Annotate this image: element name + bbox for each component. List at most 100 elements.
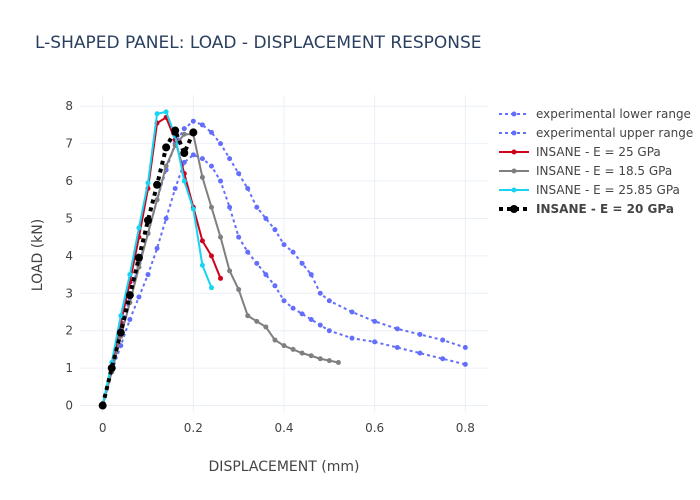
series-1-point	[394, 326, 400, 332]
legend-swatch-marker	[511, 111, 517, 117]
axes: 0 1 2 3 4 5 6 7 8 0 0.2 0.4 0.6 0.8	[65, 99, 475, 435]
series-5-point	[116, 328, 125, 337]
series-0-point	[254, 260, 260, 266]
series-1-point	[272, 227, 278, 233]
series-0-point	[299, 311, 305, 317]
series-line-5	[100, 128, 196, 406]
series-line-1	[101, 120, 466, 406]
series-0-point	[440, 356, 446, 362]
series-0-point	[199, 156, 205, 162]
series-3-point	[199, 174, 205, 180]
series-2-point	[218, 275, 224, 281]
series-1-point	[190, 118, 196, 124]
series-4-point	[181, 178, 187, 184]
legend-swatch-marker	[511, 149, 517, 155]
y-tick-label: 7	[65, 137, 73, 151]
series-0-point	[308, 316, 314, 322]
series-3-point	[136, 264, 142, 270]
series-0-point	[127, 316, 133, 322]
series-0-point	[326, 328, 332, 334]
legend-swatch-marker	[511, 187, 517, 193]
legend-item-1[interactable]: experimental upper range	[499, 126, 693, 140]
series-1-point	[218, 141, 224, 147]
series-1-point	[263, 215, 269, 221]
series-4-point	[127, 272, 133, 278]
y-tick-label: 8	[65, 99, 73, 113]
series-0-point	[163, 215, 169, 221]
series-1-point	[349, 309, 355, 315]
y-tick-label: 6	[65, 174, 73, 188]
series-0-point	[227, 204, 233, 210]
series-4-point	[136, 225, 142, 231]
series-0-point	[218, 178, 224, 184]
series-5-point	[125, 291, 134, 300]
series-1-point	[208, 129, 214, 135]
series-1-point	[245, 186, 251, 192]
x-tick-label: 0.2	[184, 421, 203, 435]
legend-swatch-marker	[511, 168, 517, 174]
x-tick-label: 0	[99, 421, 107, 435]
x-tick-label: 0.4	[274, 421, 293, 435]
series-line-3	[101, 133, 339, 406]
series-0-point	[394, 345, 400, 351]
legend-item-4[interactable]: INSANE - E = 25.85 GPa	[499, 183, 680, 197]
series-3-point	[245, 313, 251, 319]
legend-label: INSANE - E = 25.85 GPa	[536, 183, 680, 197]
series-3-point	[317, 356, 323, 362]
series-1-point	[462, 345, 468, 351]
series-1-point	[254, 204, 260, 210]
series-1-point	[199, 122, 205, 128]
y-axis-label: LOAD (kN)	[30, 219, 46, 291]
chart-title: L-SHAPED PANEL: LOAD - DISPLACEMENT RESP…	[35, 33, 482, 53]
x-axis-label: DISPLACEMENT (mm)	[209, 459, 360, 475]
series-0-point	[317, 322, 323, 328]
legend[interactable]: experimental lower range experimental upp…	[499, 107, 693, 216]
legend-item-5[interactable]: INSANE - E = 20 GPa	[499, 202, 674, 216]
series-4-point	[199, 262, 205, 268]
legend-item-3[interactable]: INSANE - E = 18.5 GPa	[499, 164, 672, 178]
series-1-point	[236, 171, 242, 177]
x-tick-label: 0.6	[365, 421, 384, 435]
series-1-point	[227, 156, 233, 162]
series-3-point	[272, 337, 278, 343]
series-0-point	[136, 294, 142, 300]
series-0-point	[290, 305, 296, 311]
series-5-point	[162, 143, 171, 152]
legend-label: INSANE - E = 20 GPa	[536, 202, 674, 216]
series-0-point	[417, 350, 423, 356]
series-3-point	[263, 324, 269, 330]
series-0-point	[372, 339, 378, 345]
series-0-point	[190, 152, 196, 158]
series-4-point	[118, 313, 124, 319]
series-0-point	[462, 361, 468, 367]
series-1-point	[281, 242, 287, 248]
series-3-point	[236, 287, 242, 293]
series-0-point	[236, 234, 242, 240]
series-1-point	[317, 290, 323, 296]
y-tick-label: 1	[65, 361, 73, 375]
y-tick-label: 2	[65, 324, 73, 338]
series-3-point	[227, 268, 233, 274]
series-4-point	[163, 109, 169, 115]
series-2-point	[208, 253, 214, 259]
series-5-point	[98, 401, 107, 410]
series-5-point	[180, 148, 189, 157]
legend-item-2[interactable]: INSANE - E = 25 GPa	[499, 145, 661, 159]
series-5-point	[134, 253, 143, 262]
series-1-point	[308, 272, 314, 278]
series-1-point	[417, 331, 423, 337]
series-0-point	[263, 272, 269, 278]
legend-label: INSANE - E = 18.5 GPa	[536, 164, 672, 178]
series-3-point	[208, 204, 214, 210]
series-3-point	[290, 346, 296, 352]
gridlines	[80, 95, 488, 413]
series-0-point	[245, 249, 251, 255]
series-1-point	[181, 126, 187, 132]
series-1-point	[299, 260, 305, 266]
series-0-point	[281, 298, 287, 304]
legend-item-0[interactable]: experimental lower range	[499, 107, 691, 121]
series-4-point	[208, 285, 214, 291]
series-3-point	[254, 318, 260, 324]
series-3-point	[326, 358, 332, 364]
series-0-point	[349, 335, 355, 341]
